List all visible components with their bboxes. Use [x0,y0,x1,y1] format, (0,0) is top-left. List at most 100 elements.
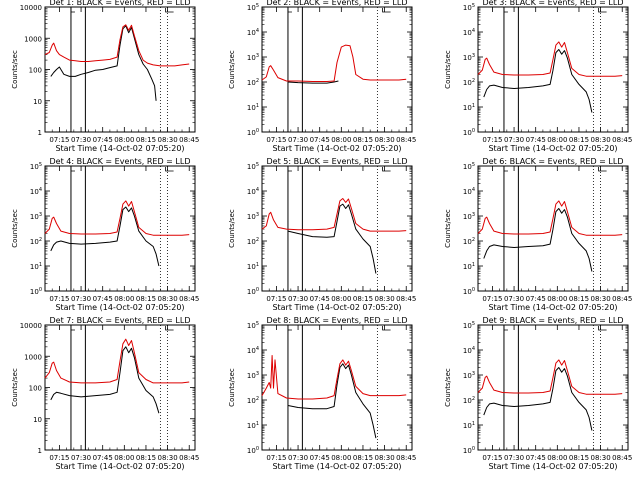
series-line-events [483,367,593,431]
y-axis-label: Counts/sec [228,50,236,89]
x-tick-label: 08:30 [158,295,178,303]
plot-frame [477,324,629,451]
y-tick-label: 102 [247,78,259,87]
y-tick-label: 10000 [20,322,42,330]
x-tick-label: 07:45 [310,136,330,144]
x-tick-label: 07:45 [526,136,546,144]
y-tick-label: 100 [247,128,259,137]
y-tick-label: 100 [247,446,259,455]
panel-det-2: Det 2: BLACK = Events, RED = LLD 100 101 10… [228,0,416,153]
series-line-lld [477,41,623,77]
y-tick-label: 10 [33,416,42,424]
x-tick-label: 07:45 [310,295,330,303]
y-tick-label: 10000 [20,4,42,12]
top-bracket-mark [287,326,292,331]
top-bracket-mark [598,326,607,331]
x-tick-label: 07:15 [482,136,502,144]
panel-title: Det 3: BLACK = Events, RED = LLD [483,0,624,7]
x-tick-label: 07:30 [504,136,524,144]
top-bracket-mark [287,167,292,172]
x-tick-label: 07:15 [49,295,69,303]
x-tick-label: 08:15 [569,295,589,303]
y-tick-label: 100 [30,287,42,296]
x-tick-label: 08:00 [547,295,567,303]
y-axis-label: Counts/sec [11,50,19,89]
x-tick-label: 08:30 [158,136,178,144]
x-tick-label: 08:00 [331,136,351,144]
x-axis-label: Start Time (14-Oct-02 07:05:20) [488,144,617,153]
y-tick-label: 103 [463,53,475,62]
panel-det-7: Det 7: BLACK = Events, RED = LLD 1 10 100 10… [11,316,199,471]
panel-title: Det 7: BLACK = Events, RED = LLD [50,316,191,325]
y-tick-label: 101 [247,262,259,271]
plot-frame [477,6,629,133]
top-bracket-mark [165,326,174,331]
series-line-lld [44,200,190,236]
panel-det-9: Det 9: BLACK = Events, RED = LLD 100 101 10… [444,316,632,471]
series-line-lld [44,24,190,67]
y-tick-label: 100 [463,287,475,296]
y-tick-label: 101 [247,103,259,112]
y-tick-label: 104 [247,346,259,355]
series-line-events [50,25,157,101]
x-tick-label: 08:30 [591,454,611,462]
x-tick-label: 07:15 [266,454,286,462]
x-tick-label: 07:15 [49,454,69,462]
top-bracket-mark [598,8,607,13]
top-bracket-mark [382,167,391,172]
y-tick-label: 105 [30,162,42,171]
y-tick-label: 103 [463,371,475,380]
x-tick-label: 07:30 [504,295,524,303]
y-axis-label: Counts/sec [11,209,19,248]
y-axis-label: Counts/sec [228,209,236,248]
x-tick-label: 07:30 [504,454,524,462]
series-line-lld [261,44,407,82]
top-bracket-mark [70,8,75,13]
x-tick-label: 08:45 [179,454,199,462]
x-tick-label: 08:00 [331,454,351,462]
x-tick-label: 08:00 [547,136,567,144]
x-tick-label: 08:30 [375,454,395,462]
x-tick-label: 08:15 [353,454,373,462]
series-line-events [287,363,377,439]
x-tick-label: 07:45 [93,136,113,144]
x-tick-label: 08:00 [114,454,134,462]
x-tick-label: 08:30 [158,454,178,462]
series-line-events [50,206,160,267]
x-tick-label: 07:30 [288,136,308,144]
x-tick-label: 08:00 [114,295,134,303]
panel-det-3: Det 3: BLACK = Events, RED = LLD 100 101 10… [444,0,632,153]
y-axis-label: Counts/sec [228,368,236,407]
panel-title: Det 4: BLACK = Events, RED = LLD [50,157,191,166]
plot-frame [44,165,196,292]
panel-title: Det 1: BLACK = Events, RED = LLD [50,0,191,7]
panel-det-5: Det 5: BLACK = Events, RED = LLD 100 101 10… [228,157,416,312]
x-tick-label: 07:30 [71,295,91,303]
series-line-lld [261,198,407,232]
y-tick-label: 104 [30,187,42,196]
series-line-lld [261,355,407,400]
y-tick-label: 103 [463,212,475,221]
plot-frame [261,324,413,451]
series-line-events [50,346,160,414]
x-axis-label: Start Time (14-Oct-02 07:05:20) [55,462,184,471]
y-tick-label: 101 [463,421,475,430]
y-tick-label: 102 [247,396,259,405]
x-tick-label: 08:15 [353,295,373,303]
y-axis-label: Counts/sec [444,50,452,89]
y-tick-label: 105 [463,162,475,171]
y-tick-label: 104 [463,28,475,37]
y-tick-label: 105 [247,321,259,330]
top-bracket-mark [70,167,75,172]
x-tick-label: 08:30 [375,136,395,144]
panel-title: Det 8: BLACK = Events, RED = LLD [267,316,408,325]
x-tick-label: 07:30 [288,454,308,462]
plot-frame [44,6,196,133]
y-tick-label: 103 [247,212,259,221]
panel-det-6: Det 6: BLACK = Events, RED = LLD 100 101 10… [444,157,632,312]
top-bracket-mark [503,326,508,331]
y-tick-label: 101 [247,421,259,430]
x-tick-label: 07:45 [526,454,546,462]
plot-frame [261,6,413,133]
